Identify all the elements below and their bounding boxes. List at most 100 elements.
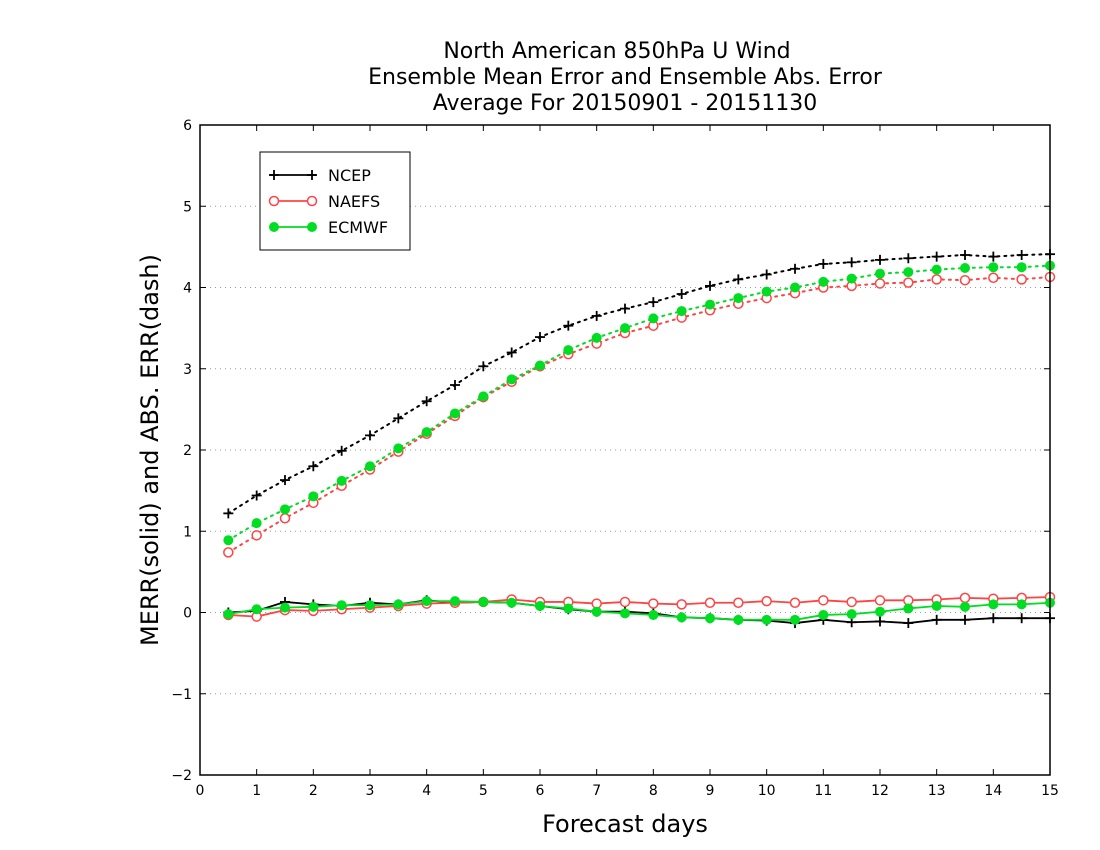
abs-error-point-ecmwf bbox=[308, 491, 319, 502]
mean-error-point-ncep bbox=[960, 614, 970, 625]
x-tick-label: 8 bbox=[649, 783, 658, 799]
x-tick-label: 11 bbox=[814, 783, 832, 799]
x-tick-label: 13 bbox=[928, 783, 946, 799]
abs-error-point-ncep bbox=[421, 396, 432, 407]
legend-marker-ecmwf bbox=[307, 222, 317, 232]
mean-error-point-ecmwf bbox=[365, 600, 375, 611]
mean-error-point-ecmwf bbox=[960, 601, 970, 612]
x-tick-label: 5 bbox=[479, 783, 488, 799]
abs-error-line-ecmwf bbox=[227, 264, 1051, 542]
abs-error-line-naefs bbox=[227, 275, 1051, 554]
mean-error-point-ecmwf bbox=[478, 596, 489, 607]
abs-error-point-ecmwf bbox=[223, 535, 234, 546]
abs-error-point-ecmwf bbox=[648, 313, 659, 324]
mean-error-point-naefs bbox=[648, 598, 659, 609]
abs-error-point-ecmwf bbox=[1016, 262, 1027, 273]
mean-error-point-ecmwf bbox=[790, 614, 800, 625]
chart-title-line-2: Ensemble Mean Error and Ensemble Abs. Er… bbox=[368, 65, 883, 90]
mean-error-point-ncep bbox=[903, 618, 914, 629]
y-axis-label: MERR(solid) and ABS. ERR(dash) bbox=[136, 254, 164, 646]
mean-error-point-ecmwf bbox=[846, 609, 857, 620]
x-tick-label: 0 bbox=[196, 783, 205, 799]
abs-error-point-ncep bbox=[308, 461, 319, 472]
abs-error-point-ncep bbox=[931, 251, 942, 262]
mean-error-point-ecmwf bbox=[875, 606, 885, 617]
mean-error-point-ecmwf bbox=[1016, 599, 1027, 610]
mean-error-point-ecmwf bbox=[450, 596, 460, 607]
abs-error-point-naefs bbox=[931, 274, 942, 285]
abs-error-point-ecmwf bbox=[761, 286, 772, 297]
legend-label-ecmwf: ECMWF bbox=[328, 218, 388, 237]
abs-error-point-ncep bbox=[336, 445, 347, 456]
abs-error-point-ecmwf bbox=[960, 263, 970, 273]
y-tick-label: 2 bbox=[183, 443, 192, 459]
mean-error-point-ecmwf bbox=[336, 600, 347, 611]
legend-label-naefs: NAEFS bbox=[328, 192, 380, 211]
mean-error-point-ecmwf bbox=[620, 608, 630, 619]
legend-marker-ncep bbox=[307, 170, 317, 180]
x-tick-label: 6 bbox=[536, 783, 545, 799]
abs-error-point-ncep bbox=[591, 310, 602, 321]
abs-error-point-ecmwf bbox=[620, 323, 630, 334]
abs-error-point-ncep bbox=[733, 274, 744, 285]
abs-error-point-ecmwf bbox=[705, 299, 715, 310]
abs-error-point-ncep bbox=[478, 361, 489, 372]
abs-error-point-ncep bbox=[761, 269, 772, 280]
abs-error-point-ncep bbox=[846, 257, 857, 268]
mean-error-point-ecmwf bbox=[903, 603, 914, 614]
abs-error-point-ncep bbox=[903, 253, 914, 264]
y-tick-label: −2 bbox=[171, 768, 192, 784]
abs-error-point-ncep bbox=[393, 413, 404, 424]
mean-error-point-ecmwf bbox=[280, 602, 290, 613]
abs-error-point-naefs bbox=[903, 277, 914, 288]
y-tick-label: 4 bbox=[183, 281, 192, 297]
mean-error-point-naefs bbox=[704, 597, 716, 608]
abs-error-point-ecmwf bbox=[336, 475, 347, 486]
mean-error-point-ecmwf bbox=[308, 601, 319, 612]
mean-error-point-ecmwf bbox=[393, 599, 404, 610]
mean-error-point-ecmwf bbox=[591, 606, 602, 617]
abs-error-point-ncep bbox=[790, 263, 800, 274]
legend-label-ncep: NCEP bbox=[328, 166, 371, 185]
abs-error-point-ecmwf bbox=[790, 282, 800, 293]
mean-error-point-naefs bbox=[676, 599, 687, 610]
mean-error-point-naefs bbox=[733, 597, 744, 608]
mean-error-point-ecmwf bbox=[705, 613, 715, 624]
mean-error-point-ecmwf bbox=[733, 614, 744, 625]
mean-error-point-ecmwf bbox=[761, 614, 772, 625]
mean-error-point-ncep bbox=[875, 616, 885, 627]
abs-error-point-ncep bbox=[620, 303, 630, 314]
abs-error-point-ecmwf bbox=[591, 332, 602, 343]
abs-error-point-naefs bbox=[988, 272, 999, 283]
mean-error-point-ecmwf bbox=[931, 601, 942, 611]
abs-error-point-ecmwf bbox=[506, 374, 517, 385]
x-tick-label: 7 bbox=[592, 783, 601, 799]
mean-error-point-ecmwf bbox=[251, 604, 262, 615]
legend: NCEP NAEFS ECMWF bbox=[259, 151, 411, 251]
abs-error-point-ecmwf bbox=[365, 461, 375, 472]
abs-error-point-ncep bbox=[648, 297, 659, 308]
mean-error-point-naefs bbox=[789, 597, 801, 608]
legend-marker-ecmwf bbox=[269, 222, 279, 232]
abs-error-point-ncep bbox=[875, 254, 885, 265]
abs-error-point-ecmwf bbox=[931, 264, 942, 275]
x-tick-label: 1 bbox=[252, 783, 261, 799]
x-tick-label: 9 bbox=[706, 783, 715, 799]
mean-error-point-naefs bbox=[818, 595, 829, 606]
abs-error-point-ecmwf bbox=[478, 391, 489, 402]
abs-error-point-ncep bbox=[960, 250, 970, 260]
y-tick-label: 0 bbox=[183, 606, 192, 622]
mean-error-point-ecmwf bbox=[818, 609, 829, 620]
abs-error-point-ncep bbox=[988, 251, 999, 262]
mean-error-point-ecmwf bbox=[535, 601, 545, 611]
y-tick-label: 3 bbox=[183, 362, 192, 378]
x-tick-label: 3 bbox=[366, 783, 375, 799]
mean-error-point-naefs bbox=[846, 596, 857, 608]
abs-error-point-ecmwf bbox=[251, 518, 262, 529]
abs-error-point-ncep bbox=[223, 508, 234, 519]
mean-error-point-ecmwf bbox=[676, 612, 687, 623]
series-layer bbox=[223, 249, 1056, 629]
mean-error-point-ecmwf bbox=[506, 597, 517, 608]
